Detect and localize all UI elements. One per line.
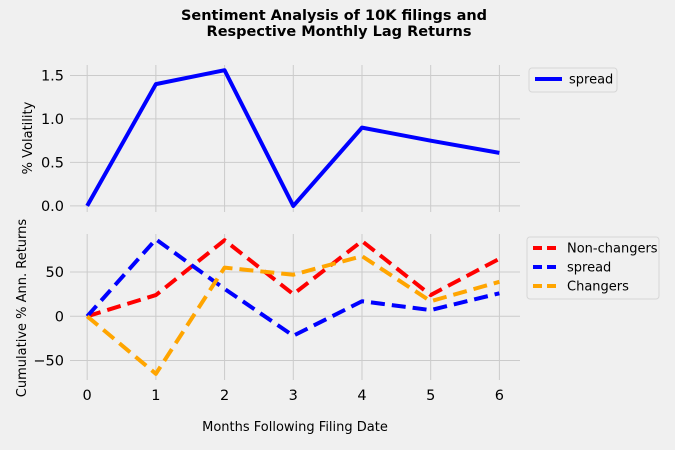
y-tick-label: 50: [46, 265, 64, 281]
y-tick-label: 0.0: [41, 199, 64, 215]
x-tick-label: 4: [357, 388, 366, 404]
legend-label: spread: [567, 261, 611, 276]
y-tick-label: 0: [55, 309, 64, 325]
y-tick-label: 1.5: [41, 68, 64, 84]
chart-title-line-1: Sentiment Analysis of 10K filings and: [181, 8, 487, 24]
volatility-panel: 0.0 0.5 1.0 1.5 % Volatility spread: [21, 65, 618, 215]
legend-label: Non-changers: [567, 242, 658, 257]
x-tick-label: 0: [83, 388, 92, 404]
x-tick-label: 3: [289, 388, 298, 404]
y-axis-label: Cumulative % Ann. Returns: [15, 219, 30, 398]
x-tick-label: 6: [495, 388, 504, 404]
legend-label: Changers: [567, 280, 629, 295]
x-tick-label: 1: [151, 388, 160, 404]
legend-box: [528, 67, 618, 93]
x-tick-label: 2: [220, 388, 229, 404]
series-line-non-changers: [86, 238, 501, 319]
series-line-changers: [85, 254, 500, 376]
x-tick-label: 5: [426, 388, 435, 404]
y-axis-label: % Volatility: [21, 101, 36, 174]
chart-title-line-2: Respective Monthly Lag Returns: [207, 24, 472, 40]
legend-box: [526, 236, 660, 300]
y-tick-label: −50: [33, 354, 64, 370]
y-tick-label: 1.0: [41, 112, 64, 128]
series-line-spread: [85, 68, 500, 208]
legend-label: spread: [569, 73, 613, 88]
x-axis-label: Months Following Filing Date: [202, 420, 388, 435]
y-tick-label: 0.5: [41, 155, 64, 171]
